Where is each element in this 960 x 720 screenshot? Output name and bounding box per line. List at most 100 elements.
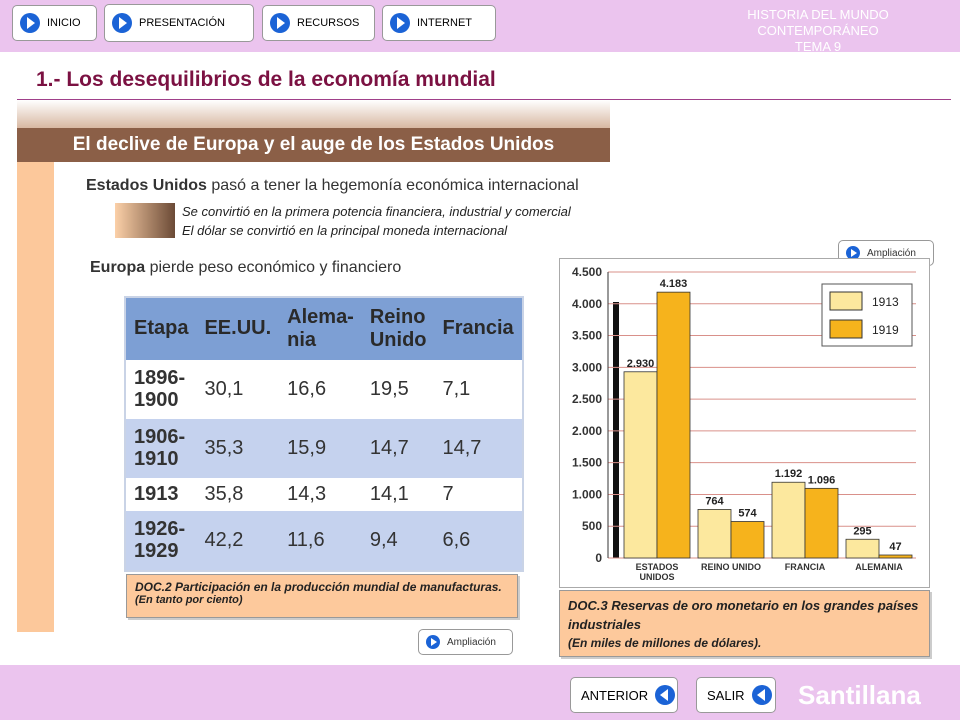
- table-cell: 30,1: [204, 377, 244, 400]
- header-cell: Alema-nia: [279, 297, 362, 360]
- nav-label: INICIO: [47, 17, 81, 29]
- y-tick-label: 0: [595, 551, 602, 565]
- nav-button[interactable]: INICIO: [12, 5, 97, 41]
- table-cell: 15,9: [287, 436, 327, 459]
- table-cell: 14,7: [442, 436, 482, 459]
- text: pasó a tener la hegemonía económica inte…: [211, 177, 579, 194]
- nav-button[interactable]: PRESENTACIÓN: [104, 4, 254, 42]
- y-tick-label: 1.500: [572, 456, 602, 470]
- subject: Europa: [90, 259, 146, 276]
- legend-label: 1919: [872, 323, 899, 337]
- subject: Estados Unidos: [86, 177, 207, 194]
- chart: 0 500 1.000 1.500 2.000 2.500 3.000 3.500 4.000 4…: [572, 265, 916, 565]
- europe-line: Europa pierde peso económico y financier…: [90, 259, 401, 277]
- bar: [656, 291, 691, 559]
- value-label: 4.183: [660, 278, 688, 290]
- nav-label: PRESENTACIÓN: [139, 17, 225, 29]
- usa-line: Estados Unidos pasó a tener la hegemonía…: [86, 177, 579, 195]
- x-tick-label: ALEMANIA: [855, 562, 903, 572]
- legend-label: 1913: [872, 295, 899, 309]
- table-cell: 14,3: [287, 482, 327, 505]
- table-cell: 19,5: [369, 377, 409, 400]
- table-cell: 1913: [134, 483, 179, 506]
- value-label: 295: [853, 525, 871, 537]
- side-band: [17, 100, 54, 632]
- y-tick-label: 1.000: [572, 487, 602, 501]
- y-tick-label: 3.000: [572, 360, 602, 374]
- x-tick-label: ESTADOS UNIDOS: [635, 562, 679, 582]
- header-cell: Francia: [434, 297, 523, 360]
- y-tick-label: 3.500: [572, 329, 602, 343]
- table-cell: 9,4: [369, 528, 398, 551]
- header-cell: Etapa: [125, 297, 197, 360]
- value-label: 47: [889, 541, 901, 553]
- caption-title: DOC.3 Reservas de oro monetario en los g…: [568, 598, 919, 632]
- page-title: 1.- Los desequilibrios de la economía mu…: [36, 68, 496, 91]
- button-label: SALIR: [707, 687, 745, 703]
- table-cell: 14,7: [369, 436, 409, 459]
- data-table: Etapa EE.UU. Alema-nia Reino Unido Francia 18…: [124, 296, 524, 572]
- bar: [697, 509, 732, 559]
- text: pierde peso económico y financiero: [149, 259, 402, 276]
- button-label: ANTERIOR: [581, 687, 649, 703]
- table-cell: 1896-1900: [134, 367, 186, 412]
- bar: [730, 521, 765, 559]
- doc2-caption: DOC.2 Participación en la producción mun…: [126, 574, 518, 618]
- deco-box: [115, 203, 175, 238]
- table-row: 1926-1929 42,2 11,6 9,4 6,6: [125, 510, 523, 571]
- bar: [623, 371, 658, 559]
- nav-label: RECURSOS: [297, 17, 360, 29]
- caption-note: (En miles de millones de dólares).: [568, 636, 762, 650]
- nav-button[interactable]: INTERNET: [382, 5, 496, 41]
- value-label: 574: [738, 508, 757, 520]
- table-row: 1913 35,8 14,3 14,1 7: [125, 477, 523, 511]
- bar: [845, 538, 880, 559]
- table-cell: 11,6: [287, 528, 325, 551]
- header-cell: Reino Unido: [361, 297, 435, 360]
- table-cell: 7: [442, 482, 454, 505]
- course-info: HISTORIA DEL MUNDO CONTEMPORÁNEO TEMA 9: [688, 7, 948, 55]
- table-cell: 1906-1910: [134, 426, 186, 471]
- header-fade: [17, 100, 610, 128]
- table-cell: 6,6: [442, 528, 471, 551]
- link-label: Ampliación: [447, 636, 496, 648]
- value-label: 2.930: [627, 358, 655, 370]
- point: Se convirtió en la primera potencia fina…: [182, 204, 571, 219]
- caption-title: DOC.2 Participación en la producción mun…: [135, 580, 502, 594]
- table-cell: 35,3: [204, 436, 244, 459]
- x-tick-label: FRANCIA: [784, 562, 826, 572]
- brand: Santillana: [798, 680, 921, 710]
- table-cell: 14,1: [369, 482, 409, 505]
- exit-button[interactable]: SALIR: [696, 677, 776, 713]
- axis-stripe: [613, 302, 619, 558]
- legend-swatch: [829, 291, 863, 311]
- y-tick-label: 2.000: [572, 424, 602, 438]
- nav-label: INTERNET: [417, 17, 472, 29]
- more-button[interactable]: Ampliación: [418, 629, 513, 655]
- value-label: 1.192: [775, 468, 803, 480]
- caption-note: (En tanto por ciento): [135, 594, 243, 606]
- course-title: HISTORIA DEL MUNDO CONTEMPORÁNEO: [747, 7, 889, 38]
- table-row: 1896-1900 30,1 16,6 19,5 7,1: [125, 359, 523, 419]
- doc3-caption: DOC.3 Reservas de oro monetario en los g…: [559, 590, 930, 657]
- prev-button[interactable]: ANTERIOR: [570, 677, 678, 713]
- course-unit: TEMA 9: [794, 39, 842, 54]
- y-tick-label: 2.500: [572, 392, 602, 406]
- table-cell: 7,1: [442, 377, 471, 400]
- nav-button[interactable]: RECURSOS: [262, 5, 375, 41]
- title-rule: [17, 99, 951, 100]
- bar: [771, 481, 806, 559]
- header-row: Etapa EE.UU. Alema-nia Reino Unido Francia: [125, 297, 523, 360]
- value-label: 1.096: [808, 474, 836, 486]
- point: El dólar se convirtió en la principal mo…: [182, 223, 508, 238]
- y-tick-label: 4.000: [572, 297, 602, 311]
- value-label: 764: [705, 495, 724, 507]
- usa-points: Se convirtió en la primera potencia fina…: [182, 202, 571, 240]
- x-tick-label: REINO UNIDO: [701, 562, 762, 572]
- y-tick-label: 500: [582, 519, 602, 533]
- legend-swatch: [829, 319, 863, 339]
- table-cell: 42,2: [204, 528, 244, 551]
- table-row: 1906-1910 35,3 15,9 14,7 14,7: [125, 418, 523, 478]
- chart-frame: 0 500 1.000 1.500 2.000 2.500 3.000 3.500 4.000 4…: [559, 258, 930, 588]
